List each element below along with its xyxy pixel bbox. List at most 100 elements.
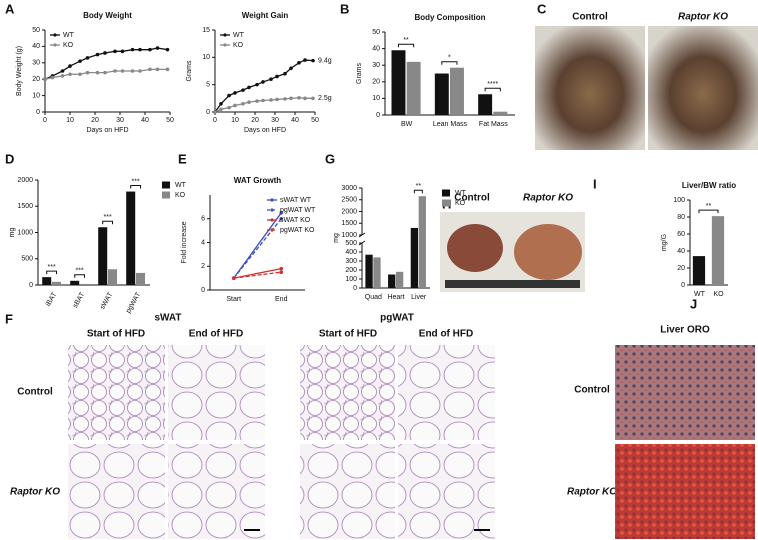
photo-label: Raptor KO [523, 193, 573, 204]
point [138, 69, 142, 73]
y-tick-label: 50 [372, 29, 380, 36]
point [78, 59, 82, 63]
bar [80, 283, 90, 285]
column-title: Start of HFD [87, 329, 145, 340]
legend-swatch [162, 191, 170, 199]
row-title: Control [574, 385, 610, 396]
legend-swatch [162, 181, 170, 189]
point [113, 69, 117, 73]
significance: * [448, 55, 451, 62]
chart-title: Liver/BW ratio [682, 181, 736, 190]
ruler [445, 280, 580, 288]
point [95, 70, 100, 75]
point [279, 266, 284, 271]
chart-title: Body Weight [83, 11, 132, 20]
y-tick-label: 1000 [17, 229, 33, 236]
x-tick-label: 10 [66, 117, 74, 124]
y-tick-label: 200 [345, 267, 357, 274]
x-tick-label: Start [226, 296, 241, 303]
legend-label: KO [233, 42, 244, 49]
y-tick-label: 30 [32, 60, 40, 67]
point [227, 105, 231, 110]
y-tick-label: 20 [32, 76, 40, 83]
point [85, 70, 90, 75]
x-tick-label: 0 [43, 117, 47, 124]
bar [391, 50, 406, 116]
x-tick-label: Lean Mass [433, 121, 468, 128]
y-tick-label: 20 [372, 79, 380, 86]
line [233, 271, 282, 279]
x-axis-label: Days on HFD [86, 127, 128, 134]
bar [434, 73, 449, 115]
bar [388, 274, 396, 288]
legend-label: pgWAT WT [280, 207, 316, 214]
significance-bracket [413, 189, 423, 194]
row-title: Raptor KO [10, 487, 60, 498]
point [165, 67, 170, 72]
point [213, 110, 217, 114]
x-tick-label: BW [401, 121, 413, 128]
y-tick-label: 100 [673, 197, 685, 204]
y-tick-label: 0 [681, 282, 685, 289]
x-tick-label: 0 [213, 117, 217, 124]
panel-letter: G [325, 151, 335, 166]
bar [70, 280, 80, 285]
panel-letter: I [593, 176, 597, 191]
point [78, 72, 82, 77]
legend-swatch [53, 43, 57, 47]
line [214, 59, 314, 113]
x-tick-label: WT [694, 291, 706, 298]
y-tick-label: 1500 [17, 203, 33, 210]
point [283, 97, 287, 101]
photo [648, 26, 758, 150]
point [297, 95, 301, 100]
point [311, 58, 315, 63]
y-axis-label: Fold increase [181, 221, 188, 263]
y-tick-label: 50 [32, 27, 40, 34]
y-tick-label: 0 [201, 287, 205, 294]
significance: *** [76, 268, 84, 275]
panel-letter: J [690, 296, 697, 311]
x-tick-label: 50 [311, 117, 319, 124]
significance-bracket [102, 220, 114, 225]
point [303, 58, 307, 62]
y-tick-label: 1000 [341, 232, 357, 239]
bar [98, 227, 108, 285]
liver [514, 224, 582, 280]
histology [168, 444, 265, 539]
bar [126, 191, 136, 285]
panel-letter: B [340, 1, 349, 16]
point [269, 98, 273, 102]
row-title: Raptor KO [567, 487, 617, 498]
point [289, 96, 293, 101]
histology [398, 444, 495, 539]
y-tick-label: 30 [372, 62, 380, 69]
legend-swatch [270, 228, 274, 232]
significance: *** [104, 214, 112, 221]
panel-letter: F [5, 311, 13, 326]
point [113, 49, 117, 54]
point [255, 82, 259, 87]
panel-title: Liver ORO [660, 325, 710, 336]
significance-bracket [46, 270, 58, 275]
bar [365, 254, 373, 288]
point [68, 64, 72, 68]
significance-bracket [484, 87, 501, 92]
significance-bracket [698, 209, 719, 214]
legend-label: WT [233, 32, 245, 39]
point [233, 103, 237, 108]
y-tick-label: 0 [36, 109, 40, 116]
y-tick-label: 2000 [341, 208, 357, 215]
x-tick-label: sWAT [99, 291, 115, 311]
x-tick-label: 50 [166, 117, 174, 124]
bar [373, 257, 381, 288]
point [255, 99, 259, 103]
x-tick-label: 40 [141, 117, 149, 124]
significance: *** [132, 178, 140, 185]
y-tick-label: 0 [376, 112, 380, 119]
y-tick-label: 80 [677, 214, 685, 221]
point [43, 77, 47, 81]
y-tick-label: 6 [201, 216, 205, 223]
y-tick-label: 40 [32, 43, 40, 50]
